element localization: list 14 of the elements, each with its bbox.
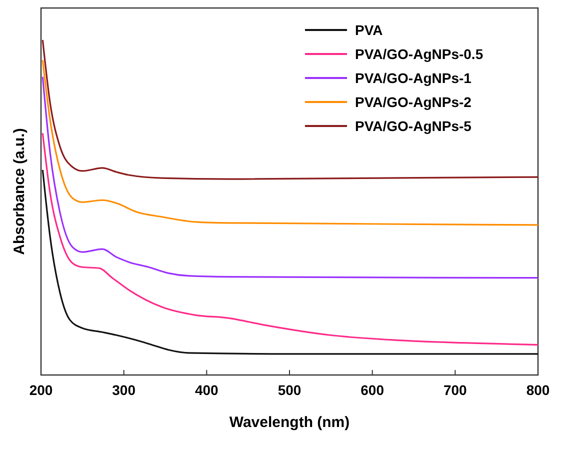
x-tick-label: 300 [112,382,136,398]
x-tick-label: 700 [443,382,468,398]
legend-label: PVA [355,22,383,38]
x-tick-label: 600 [360,382,384,398]
legend-label: PVA/GO-AgNPs-2 [355,94,472,110]
x-tick-label: 500 [278,382,302,398]
y-axis-title: Absorbance (a.u.) [11,128,28,255]
x-axis-title: Wavelength (nm) [229,414,350,431]
x-tick-label: 400 [194,382,219,398]
x-tick-label: 200 [29,382,53,398]
legend-label: PVA/GO-AgNPs-0.5 [355,46,484,62]
x-tick-label: 800 [526,382,550,398]
legend-label: PVA/GO-AgNPs-1 [355,70,472,86]
legend-label: PVA/GO-AgNPs-5 [355,118,472,134]
